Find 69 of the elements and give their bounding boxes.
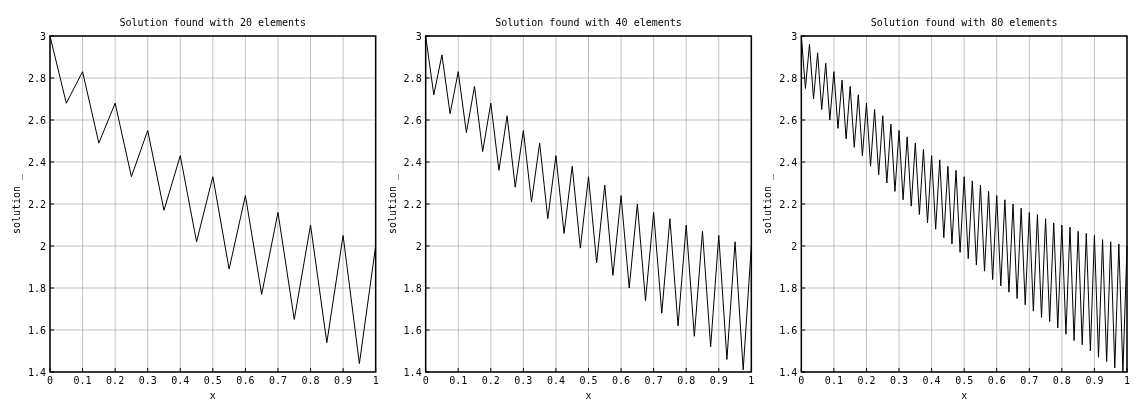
x-tick-label: 0.8 [301, 375, 320, 386]
y-tick-label: 2.4 [779, 156, 798, 168]
x-tick-label: 0.1 [824, 375, 843, 386]
x-tick-label: 0 [422, 375, 429, 386]
x-tick-label: 0.1 [449, 375, 468, 386]
x-tick-label: 0.9 [709, 375, 728, 386]
x-tick-label: 0.6 [236, 375, 255, 386]
y-tick-label: 1.4 [27, 366, 46, 378]
x-tick-label: 0.8 [1052, 375, 1071, 386]
y-tick-label: 1.8 [403, 282, 422, 294]
y-tick-label: 2.6 [779, 114, 798, 126]
x-tick-label: 0.7 [1020, 375, 1039, 386]
y-tick-label: 1.6 [779, 324, 798, 336]
y-tick-label: 1.8 [779, 282, 798, 294]
x-tick-label: 0 [46, 375, 54, 386]
x-axis-title: x [209, 390, 216, 401]
x-tick-label: 0.4 [171, 375, 190, 386]
y-tick-label: 1.4 [403, 366, 422, 378]
y-tick-label: 2.8 [27, 72, 46, 84]
x-tick-label: 0.6 [987, 375, 1006, 386]
x-tick-label: 0.4 [922, 375, 941, 386]
y-tick-label: 3 [791, 30, 798, 42]
y-tick-label: 1.8 [27, 282, 46, 294]
x-axis-title: x [961, 390, 968, 401]
y-tick-label: 2 [39, 240, 46, 252]
x-tick-label: 0.3 [514, 375, 533, 386]
y-tick-label: 3 [415, 30, 422, 42]
y-tick-label: 2 [415, 240, 422, 252]
y-tick-label: 3 [39, 30, 46, 42]
y-axis-title: solution _ [762, 172, 775, 235]
y-tick-label: 2.4 [27, 156, 46, 168]
x-tick-label: 0.7 [268, 375, 287, 386]
y-tick-label: 2.8 [403, 72, 422, 84]
y-tick-label: 2.2 [403, 198, 422, 210]
y-tick-label: 2.8 [779, 72, 798, 84]
x-tick-label: 0 [798, 375, 805, 386]
x-tick-label: 0.7 [644, 375, 663, 386]
y-tick-label: 1.6 [403, 324, 422, 336]
chart-title: Solution found with 20 elements [119, 17, 307, 28]
x-tick-label: 0.3 [138, 375, 157, 386]
chart-title: Solution found with 40 elements [495, 17, 682, 28]
y-tick-label: 1.6 [27, 324, 46, 336]
chart-title: Solution found with 80 elements [870, 17, 1058, 28]
x-tick-label: 0.4 [546, 375, 565, 386]
x-tick-label: 0.2 [481, 375, 500, 386]
x-tick-label: 0.5 [579, 375, 598, 386]
x-tick-label: 0.6 [612, 375, 631, 386]
x-tick-label: 0.8 [677, 375, 696, 386]
y-tick-label: 2.6 [403, 114, 422, 126]
x-tick-label: 0.9 [1085, 375, 1104, 386]
y-tick-label: 2.2 [779, 198, 798, 210]
x-tick-label: 0.5 [955, 375, 974, 386]
y-axis-title: solution _ [386, 172, 399, 235]
x-tick-label: 0.5 [203, 375, 222, 386]
x-tick-label: 0.9 [334, 375, 353, 386]
x-tick-label: 0.3 [890, 375, 909, 386]
y-axis-title: solution _ [11, 172, 23, 235]
y-tick-label: 2.2 [27, 198, 46, 210]
x-tick-label: 1 [748, 375, 755, 386]
y-tick-label: 2 [791, 240, 798, 252]
x-tick-label: 0.2 [106, 375, 125, 386]
x-tick-label: 0.1 [73, 375, 92, 386]
x-tick-label: 0.2 [857, 375, 876, 386]
x-tick-label: 1 [1123, 375, 1131, 386]
x-tick-label: 1 [372, 375, 379, 386]
x-axis-title: x [585, 390, 592, 401]
y-tick-label: 2.4 [403, 156, 422, 168]
y-tick-label: 1.4 [779, 366, 798, 378]
y-tick-label: 2.6 [27, 114, 46, 126]
